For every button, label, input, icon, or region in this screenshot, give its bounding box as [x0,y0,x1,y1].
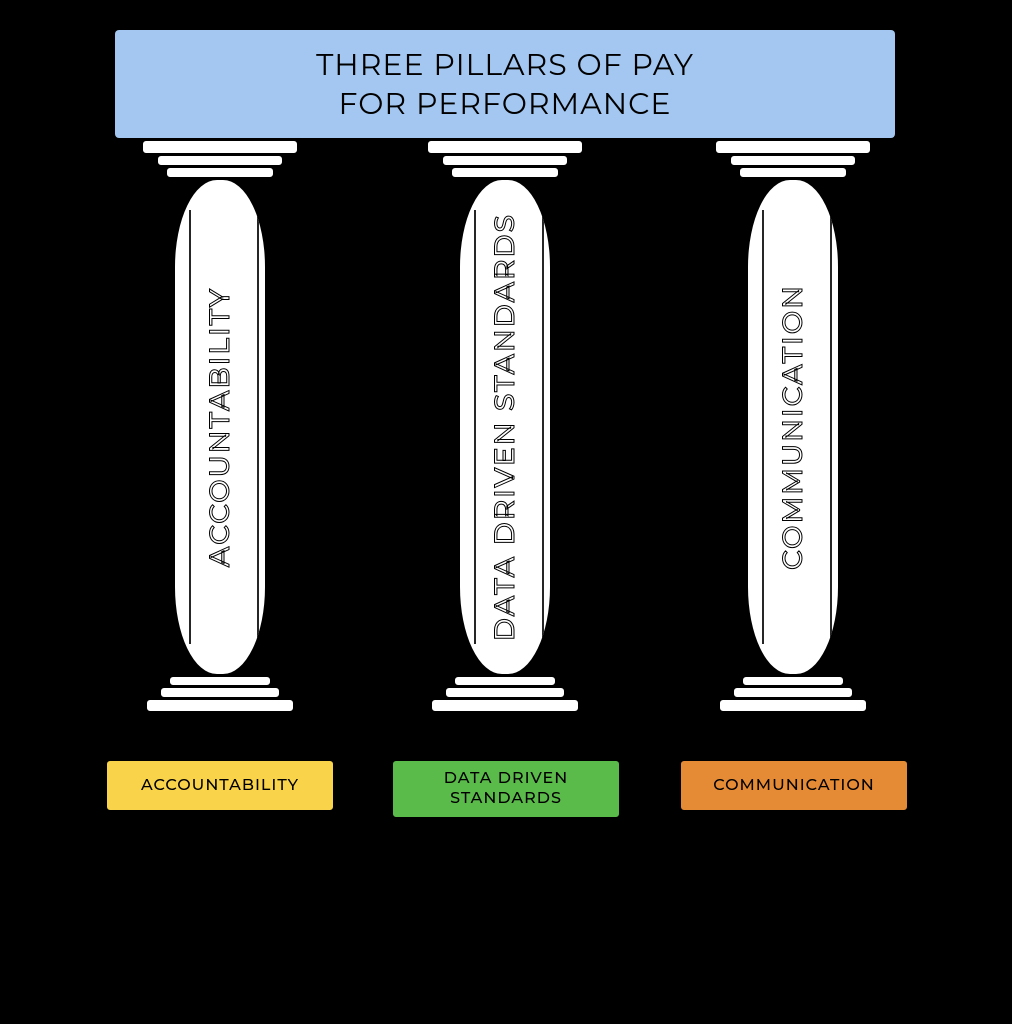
footer-box-communication: COMMUNICATION [678,758,910,813]
base-slab [429,697,581,714]
pillar-shaft-wrap: COMMUNICATION [713,177,873,677]
pillar-capital [425,138,585,180]
footer-box-label: ACCOUNTABILITY [141,776,299,796]
pillar-flute [474,210,476,645]
pillar-communication: COMMUNICATION [713,138,873,714]
footer-box-data-driven-standards: DATA DRIVEN STANDARDS [390,758,622,820]
pillar-shaft-label: DATA DRIVEN STANDARDS [488,213,522,641]
infographic-canvas: THREE PILLARS OF PAY FOR PERFORMANCE ACC… [0,0,1012,1024]
pillar-shaft-label: COMMUNICATION [776,284,810,570]
pillar-shaft-label: ACCOUNTABILITY [203,287,237,567]
pillar-base [140,674,300,714]
pillar-shaft: COMMUNICATION [745,177,841,677]
base-slab [717,697,869,714]
footer-box-accountability: ACCOUNTABILITY [104,758,336,813]
pillar-data-driven-standards: DATA DRIVEN STANDARDS [425,138,585,714]
pillar-flute [542,210,544,645]
pillar-base [425,674,585,714]
header-banner: THREE PILLARS OF PAY FOR PERFORMANCE [115,30,895,138]
footer-box-label: COMMUNICATION [713,776,875,796]
pillar-base [713,674,873,714]
pillar-flute [257,210,259,645]
pillar-shaft-wrap: DATA DRIVEN STANDARDS [425,177,585,677]
pillar-accountability: ACCOUNTABILITY [140,138,300,714]
footer-box-label: DATA DRIVEN STANDARDS [444,769,569,809]
header-line1: THREE PILLARS OF PAY [316,46,694,83]
pillar-shaft: ACCOUNTABILITY [172,177,268,677]
pillar-capital [713,138,873,180]
header-line2: FOR PERFORMANCE [339,85,672,122]
pillar-shaft: DATA DRIVEN STANDARDS [457,177,553,677]
pillar-flute [189,210,191,645]
pillar-flute [762,210,764,645]
base-slab [144,697,296,714]
pillar-capital [140,138,300,180]
header-title: THREE PILLARS OF PAY FOR PERFORMANCE [316,45,694,123]
pillar-shaft-wrap: ACCOUNTABILITY [140,177,300,677]
pillar-flute [830,210,832,645]
